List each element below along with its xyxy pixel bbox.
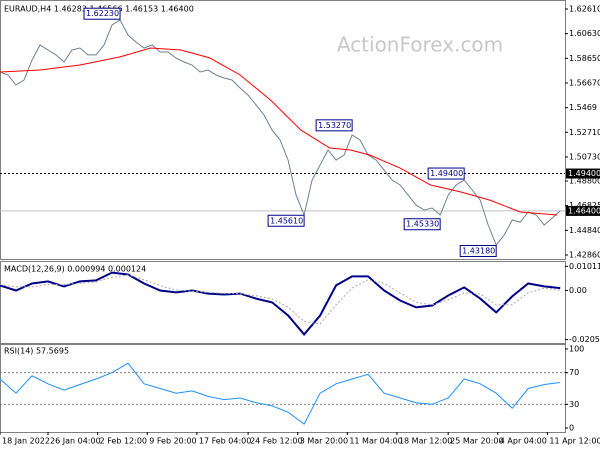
y-tick-label: 1.52710 [569, 128, 600, 137]
series-line [0, 47, 558, 216]
annotation-label: 1.43180 [462, 247, 495, 256]
x-tick-label: 9 Feb 20:00 [149, 437, 196, 446]
y-tick-label: 1.42860 [569, 251, 600, 260]
annotation-label: 1.62230 [86, 9, 119, 18]
annotation-box [315, 119, 353, 132]
rsi-panel-frame [0, 344, 566, 433]
series-line [0, 271, 561, 336]
x-tick-label: 18 Mar 12:00 [399, 437, 452, 446]
y-tick-label: 1.62610 [569, 4, 600, 13]
y-tick-label: 1.5469 [569, 103, 597, 112]
y-tick-label: 0 [569, 424, 574, 433]
annotation-box [403, 218, 441, 231]
y-tick-label: 1.48800 [569, 177, 600, 186]
y-tick-label: 1.56670 [569, 78, 600, 87]
annotation-label: 1.45330 [406, 220, 439, 229]
series-line [0, 274, 561, 325]
x-tick-label: 24 Feb 12:00 [250, 437, 302, 446]
y-tick-label: 1.60630 [569, 29, 600, 38]
y-tick-label: 0.010113 [569, 262, 600, 271]
series-line [0, 362, 561, 425]
watermark: ActionForex.com [337, 33, 503, 57]
annotation-box [267, 214, 305, 227]
y-tick-label: 1.46825 [569, 201, 600, 210]
price-box-label: 1.49400 [568, 169, 600, 178]
x-tick-label: 11 Mar 04:00 [349, 437, 402, 446]
x-tick-label: 4 Apr 04:00 [500, 437, 547, 446]
y-tick-label: 1.44840 [569, 226, 600, 235]
y-tick-label: 30 [569, 400, 579, 409]
series-line [0, 19, 561, 246]
y-tick-label: 0.00 [569, 286, 587, 295]
price-box [566, 168, 600, 179]
main-panel-frame [0, 0, 566, 260]
x-tick-label: 2 Feb 12:00 [100, 437, 147, 446]
annotation-label: 1.45610 [270, 216, 303, 225]
annotation-box [459, 245, 497, 258]
x-tick-label: 11 Apr 12:00 [549, 437, 600, 446]
x-tick-label: 17 Feb 04:00 [199, 437, 251, 446]
macd-panel-frame [0, 261, 566, 344]
y-tick-label: 1.50730 [569, 152, 600, 161]
x-tick-label: 25 Mar 20:00 [450, 437, 503, 446]
y-tick-label: -0.020561 [569, 335, 600, 344]
x-tick-label: 26 Jan 04:00 [50, 437, 101, 446]
panel-title: RSI(14) 57.5695 [4, 347, 69, 356]
x-tick-label: 18 Jan 2022 [2, 437, 50, 446]
y-tick-label: 100 [569, 344, 584, 353]
x-tick-label: 3 Mar 20:00 [300, 437, 348, 446]
annotation-box [83, 7, 121, 20]
annotation-label: 1.53270 [318, 121, 351, 130]
annotation-label: 1.49400 [430, 169, 463, 178]
price-box [566, 205, 600, 216]
y-tick-label: 70 [569, 368, 579, 377]
y-tick-label: 1.58650 [569, 54, 600, 63]
price-box-label: 1.46400 [568, 206, 600, 215]
panel-title: MACD(12,26,9) 0.000994 0.000124 [4, 265, 146, 274]
annotation-box [427, 167, 465, 180]
